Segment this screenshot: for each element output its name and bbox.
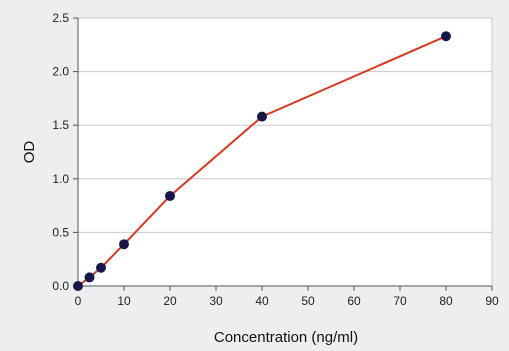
data-point: [84, 272, 95, 283]
data-point: [257, 111, 267, 122]
x-tick-label: 0: [75, 294, 82, 308]
y-tick-label: 2.0: [52, 65, 69, 79]
y-tick-label: 0.0: [52, 279, 69, 293]
x-tick-label: 80: [439, 294, 453, 308]
axis-layer: [73, 17, 493, 291]
y-tick-label: 0.5: [52, 225, 69, 239]
plot-area: [78, 18, 492, 286]
data-point: [441, 31, 451, 42]
data-point: [119, 239, 129, 250]
y-tick-label: 1.5: [52, 118, 69, 132]
marker-layer: [73, 31, 451, 291]
x-tick-label: 20: [163, 294, 177, 308]
data-point: [96, 262, 106, 273]
y-tick-labels: 0.0 0.5 1.0 1.5 2.0 2.5: [52, 11, 69, 293]
x-axis-label: Concentration (ng/ml): [214, 329, 358, 346]
x-tick-label: 50: [301, 294, 315, 308]
x-tick-label: 60: [347, 294, 361, 308]
y-tick-label: 1.0: [52, 172, 69, 186]
x-tick-label: 30: [209, 294, 223, 308]
x-tick-labels: 0 10 20 30 40 50 60 70 80 90: [75, 294, 499, 308]
x-tick-label: 40: [255, 294, 269, 308]
y-axis-label: OD: [21, 141, 38, 164]
data-point: [165, 190, 175, 201]
data-point: [73, 281, 83, 291]
x-tick-label: 70: [393, 294, 407, 308]
x-tick-label: 10: [117, 294, 131, 308]
y-tick-label: 2.5: [52, 11, 69, 25]
x-tick-label: 90: [485, 294, 499, 308]
grid-layer: [78, 17, 493, 286]
